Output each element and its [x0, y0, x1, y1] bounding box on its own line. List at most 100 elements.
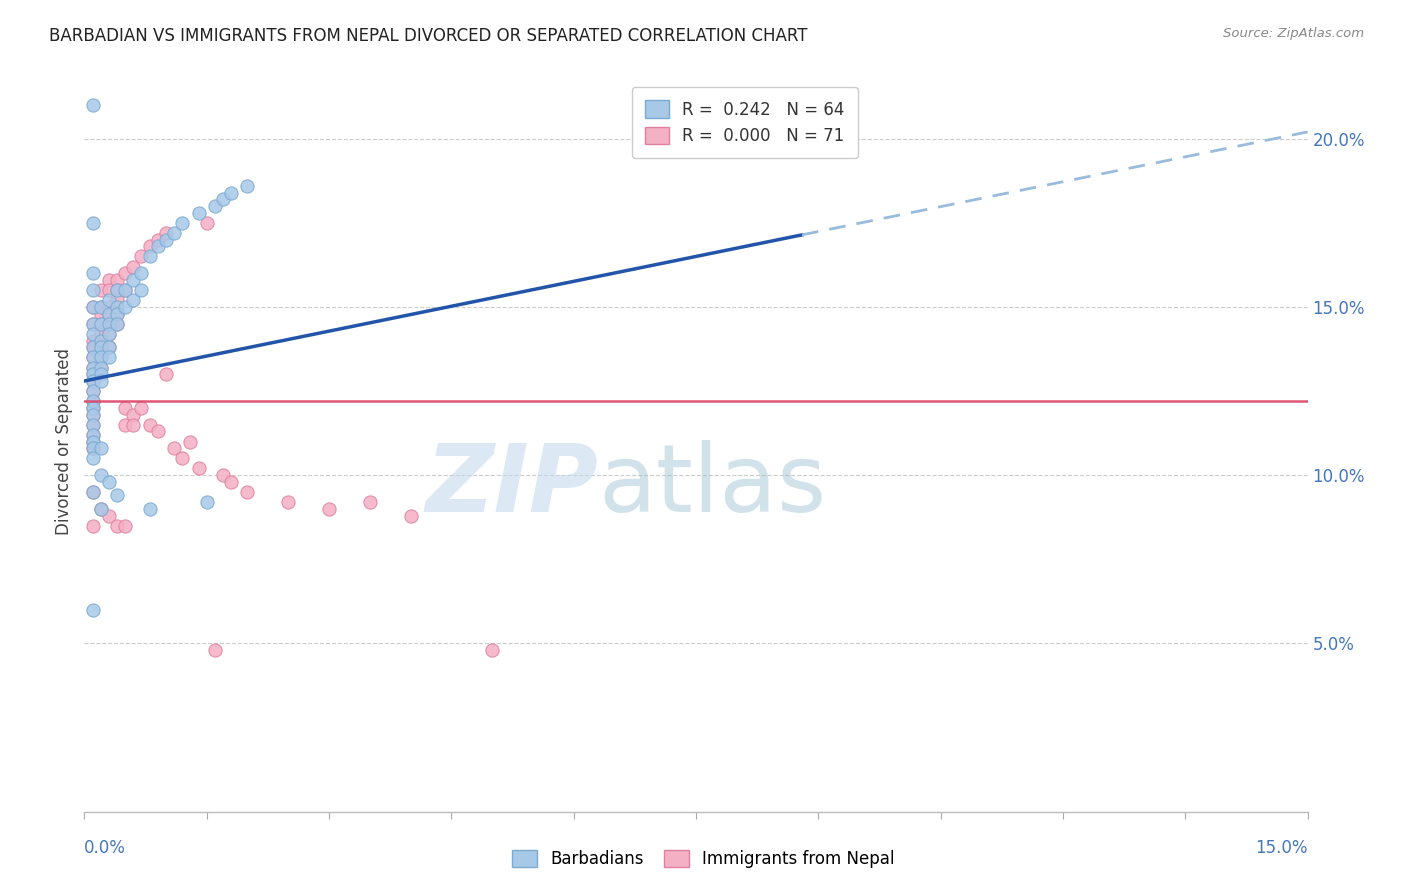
- Point: [97, 317, 120, 331]
- Point: [105, 317, 128, 331]
- Point: [82, 368, 104, 382]
- Point: [195, 216, 218, 230]
- Point: [82, 317, 104, 331]
- Point: [97, 326, 120, 341]
- Point: [138, 417, 160, 432]
- Point: [105, 307, 128, 321]
- Point: [122, 417, 145, 432]
- Point: [97, 508, 120, 523]
- Point: [90, 340, 112, 354]
- Point: [82, 360, 104, 375]
- Point: [82, 427, 104, 442]
- Point: [114, 518, 136, 533]
- Point: [82, 300, 104, 314]
- Point: [204, 643, 226, 657]
- Legend: Barbadians, Immigrants from Nepal: Barbadians, Immigrants from Nepal: [505, 843, 901, 875]
- Point: [359, 495, 381, 509]
- Point: [131, 249, 153, 264]
- Point: [114, 283, 136, 297]
- Point: [97, 475, 120, 489]
- Point: [187, 205, 209, 219]
- Point: [82, 384, 104, 398]
- Legend: R =  0.242   N = 64, R =  0.000   N = 71: R = 0.242 N = 64, R = 0.000 N = 71: [633, 87, 858, 159]
- Point: [114, 401, 136, 415]
- Point: [82, 283, 104, 297]
- Point: [138, 249, 160, 264]
- Text: ZIP: ZIP: [425, 440, 598, 532]
- Point: [82, 417, 104, 432]
- Point: [97, 317, 120, 331]
- Point: [90, 307, 112, 321]
- Point: [82, 401, 104, 415]
- Point: [105, 283, 128, 297]
- Point: [236, 178, 259, 193]
- Point: [82, 603, 104, 617]
- Point: [105, 317, 128, 331]
- Point: [82, 340, 104, 354]
- Point: [122, 408, 145, 422]
- Point: [90, 283, 112, 297]
- Point: [82, 326, 104, 341]
- Point: [90, 360, 112, 375]
- Point: [105, 300, 128, 314]
- Point: [481, 643, 503, 657]
- Point: [82, 427, 104, 442]
- Point: [82, 408, 104, 422]
- Point: [97, 273, 120, 287]
- Point: [179, 434, 201, 449]
- Point: [90, 368, 112, 382]
- Point: [82, 300, 104, 314]
- Point: [82, 216, 104, 230]
- Point: [82, 442, 104, 456]
- Point: [131, 266, 153, 280]
- Point: [90, 300, 112, 314]
- Point: [155, 368, 177, 382]
- Point: [82, 98, 104, 112]
- Point: [97, 307, 120, 321]
- Point: [82, 340, 104, 354]
- Point: [82, 317, 104, 331]
- Point: [82, 485, 104, 500]
- Point: [204, 199, 226, 213]
- Point: [105, 518, 128, 533]
- Point: [90, 374, 112, 388]
- Point: [90, 334, 112, 348]
- Text: 0.0%: 0.0%: [84, 839, 127, 857]
- Point: [82, 351, 104, 365]
- Point: [90, 300, 112, 314]
- Point: [82, 374, 104, 388]
- Point: [97, 307, 120, 321]
- Point: [90, 351, 112, 365]
- Point: [90, 340, 112, 354]
- Point: [399, 508, 422, 523]
- Point: [122, 273, 145, 287]
- Point: [82, 394, 104, 409]
- Point: [82, 451, 104, 466]
- Point: [90, 326, 112, 341]
- Y-axis label: Divorced or Separated: Divorced or Separated: [55, 348, 73, 535]
- Point: [82, 518, 104, 533]
- Point: [187, 461, 209, 475]
- Point: [172, 216, 194, 230]
- Text: Source: ZipAtlas.com: Source: ZipAtlas.com: [1223, 27, 1364, 40]
- Point: [236, 485, 259, 500]
- Point: [82, 384, 104, 398]
- Point: [114, 417, 136, 432]
- Point: [105, 293, 128, 308]
- Point: [318, 501, 340, 516]
- Point: [82, 394, 104, 409]
- Point: [90, 501, 112, 516]
- Point: [212, 192, 235, 206]
- Point: [122, 293, 145, 308]
- Point: [131, 283, 153, 297]
- Point: [97, 293, 120, 308]
- Point: [172, 451, 194, 466]
- Point: [90, 317, 112, 331]
- Point: [163, 226, 186, 240]
- Point: [90, 468, 112, 483]
- Point: [82, 434, 104, 449]
- Point: [82, 374, 104, 388]
- Text: BARBADIAN VS IMMIGRANTS FROM NEPAL DIVORCED OR SEPARATED CORRELATION CHART: BARBADIAN VS IMMIGRANTS FROM NEPAL DIVOR…: [49, 27, 807, 45]
- Point: [82, 401, 104, 415]
- Point: [82, 417, 104, 432]
